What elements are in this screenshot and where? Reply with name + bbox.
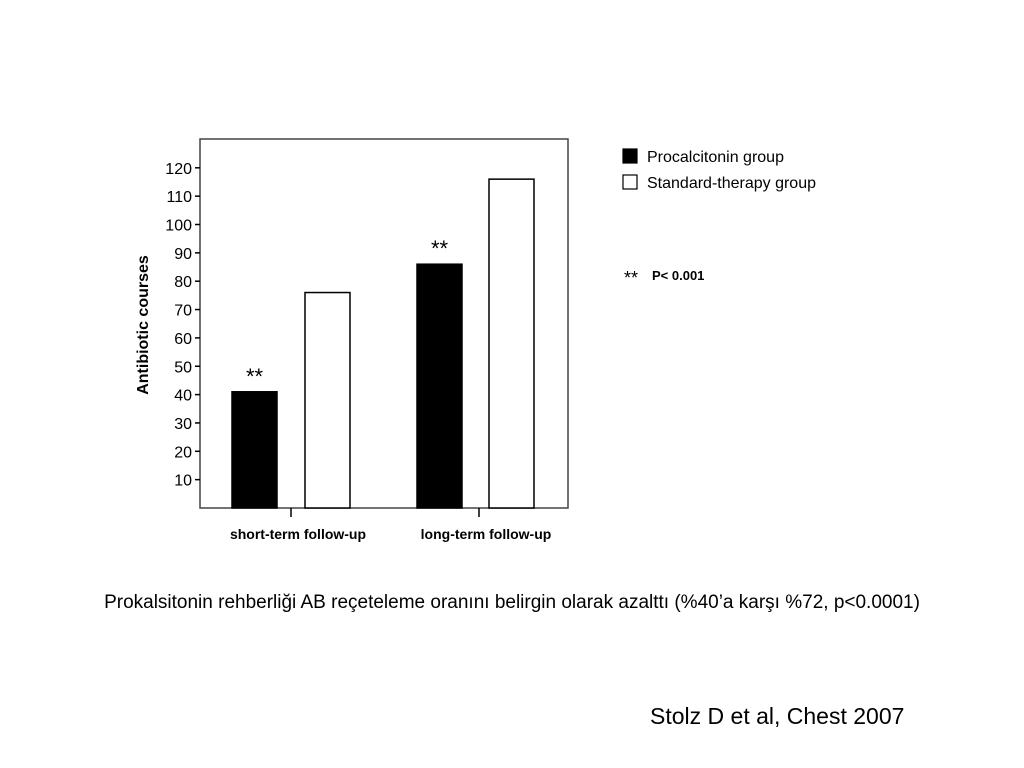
plot-frame (199, 138, 569, 509)
legend-swatch (622, 148, 638, 164)
y-tick-label: 50 (174, 359, 192, 376)
y-tick-label: 110 (166, 189, 192, 206)
legend-label: Procalcitonin group (647, 149, 784, 166)
legend: Procalcitonin group Standard-therapy grou… (622, 148, 816, 288)
legend-label: Standard-therapy group (647, 175, 816, 192)
y-tick-label: 60 (174, 331, 192, 348)
y-tick-label: 80 (174, 274, 192, 291)
x-tick-label: short-term follow-up (230, 526, 366, 542)
p-value-annotation: P< 0.001 (652, 268, 704, 283)
x-tick-label: long-term follow-up (421, 526, 552, 542)
significance-marker: ** (246, 364, 264, 389)
y-axis-label: Antibiotic courses (135, 255, 152, 395)
plot-area: 10 20 30 40 50 60 70 80 90 100 110 120 ** ** short-ter… (165, 138, 569, 542)
bar (231, 391, 278, 509)
bar-chart: 10 20 30 40 50 60 70 80 90 100 110 120 ** ** short-ter… (135, 138, 816, 542)
legend-swatch (622, 174, 638, 190)
bar (416, 263, 463, 509)
annotation-marker: ** (624, 268, 638, 288)
bar (488, 178, 535, 509)
y-tick-label: 100 (165, 218, 192, 235)
y-tick-label: 20 (174, 444, 192, 461)
citation: Stolz D et al, Chest 2007 (650, 703, 905, 729)
y-tick-label: 120 (165, 161, 192, 178)
y-tick-label: 10 (174, 473, 192, 490)
y-tick-label: 30 (174, 416, 192, 433)
y-tick-label: 90 (174, 246, 192, 263)
bar (304, 291, 351, 509)
significance-marker: ** (431, 236, 449, 261)
y-tick-label: 40 (174, 388, 192, 405)
y-tick-label: 70 (174, 303, 192, 320)
slide-caption: Prokalsitonin rehberliği AB reçeteleme o… (104, 592, 920, 613)
